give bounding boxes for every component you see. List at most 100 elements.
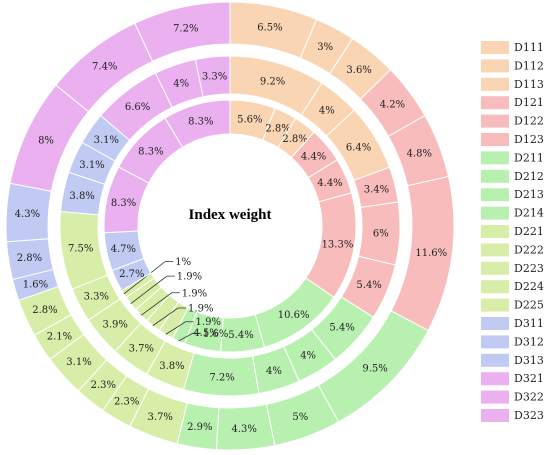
middle-ring-label-19: 6.6% [125,102,150,113]
middle-ring-label-6: 5.4% [356,280,381,291]
outer-ring-label-2: 3% [317,42,333,53]
middle-ring-label-8: 4% [300,351,316,362]
legend-label-20: D322 [514,391,544,404]
legend-label-8: D212 [514,170,544,183]
legend-label-3: D113 [514,78,544,91]
inner-ring-label-5: 4.4% [317,178,342,189]
inner-ring-label-12: 1.9% [188,304,213,315]
inner-ring-label-14: 1.9% [177,272,202,283]
middle-ring-label-1: 9.2% [260,77,285,88]
legend-label-12: D222 [514,243,544,256]
middle-ring-label-16: 3.8% [69,191,94,202]
legend-swatch-17 [481,335,509,349]
inner-ring-label-9: 4.5% [193,328,218,339]
outer-ring-label-18: 2.8% [17,253,42,264]
legend-label-4: D121 [514,96,544,109]
middle-ring-label-15: 7.5% [68,244,93,255]
legend-label-1: D111 [514,41,544,54]
legend-swatch-6 [481,133,509,146]
legend-label-9: D213 [514,188,544,201]
donut-rings: 5.6%2.8%2.8%4.4%4.4%13.3%10.6%5.4%4.5%1.… [5,1,455,451]
inner-ring-leader-15 [123,261,174,295]
legend-swatch-4 [481,96,509,110]
legend-swatch-13 [481,261,509,275]
middle-ring-label-18: 3.1% [94,135,119,146]
inner-ring-label-11: 1.9% [196,317,221,328]
outer-ring-label-11: 3.7% [148,412,173,423]
inner-ring-label-15: 1% [175,257,191,268]
legend-label-11: D221 [514,225,544,238]
legend-swatch-10 [481,206,509,220]
inner-ring-leader-12 [152,307,187,326]
legend-swatch-5 [481,114,509,128]
inner-ring-leader-11 [165,321,194,335]
legend-swatch-2 [481,59,509,73]
inner-ring-label-6: 13.3% [322,240,354,251]
outer-ring-label-10: 2.9% [187,422,212,433]
outer-ring-label-21: 7.4% [92,62,117,73]
legend-swatch-14 [481,280,509,294]
legend-swatch-20 [481,390,509,404]
legend-label-7: D211 [514,151,544,164]
legend-label-15: D225 [514,299,544,312]
inner-ring-label-2: 2.8% [265,124,290,135]
outer-ring-label-20: 8% [38,136,54,147]
legend-label-5: D122 [514,115,544,128]
inner-ring-label-3: 2.8% [282,134,307,145]
inner-ring-leader-14 [130,275,175,304]
outer-ring-label-3: 3.6% [346,65,371,76]
legend-swatch-9 [481,188,509,202]
middle-ring-label-5: 6% [373,228,389,239]
legend-label-10: D214 [514,207,544,220]
middle-ring-label-7: 5.4% [329,323,354,334]
legend-swatch-15 [481,298,509,312]
outer-ring-label-1: 6.5% [257,22,282,33]
legend-swatch-3 [481,77,509,91]
legend-label-19: D321 [514,372,544,385]
legend-label-16: D311 [514,317,544,330]
middle-ring-label-10: 7.2% [209,372,234,383]
inner-ring-label-4: 4.4% [301,152,326,163]
inner-ring-leader-10 [178,332,201,342]
outer-ring-label-4: 4.2% [380,100,405,111]
legend-swatch-11 [481,225,509,238]
inner-ring-slice-20 [164,99,231,148]
inner-ring-label-19: 8.3% [138,147,163,158]
legend-label-17: D312 [514,335,544,348]
outer-ring-label-5: 4.8% [407,148,432,159]
inner-ring-label-20: 8.3% [188,116,213,127]
legend-swatch-19 [481,372,509,386]
chart-title: Index weight [189,207,272,223]
outer-ring-label-22: 7.2% [173,23,198,34]
legend-label-6: D123 [514,133,544,146]
inner-ring-label-16: 2.7% [119,269,144,280]
outer-ring-label-12: 2.3% [114,396,139,407]
legend-label-13: D223 [514,262,544,275]
inner-ring-label-8: 5.4% [228,330,253,341]
inner-ring-label-1: 5.6% [237,114,262,125]
middle-ring-label-20: 4% [173,79,189,90]
middle-ring-label-13: 3.9% [102,320,127,331]
legend-label-2: D112 [514,59,544,72]
legend-swatch-8 [481,169,509,183]
middle-ring-label-21: 3.3% [202,71,227,82]
outer-ring-label-16: 2.8% [32,305,57,316]
legend-swatch-21 [481,409,509,422]
inner-ring-label-13: 1.9% [182,288,207,299]
outer-ring-label-9: 4.3% [232,424,257,435]
outer-ring-label-7: 9.5% [362,364,387,375]
outer-ring-label-15: 2.1% [47,332,72,343]
middle-ring-label-14: 3.3% [84,292,109,303]
outer-ring-label-17: 1.6% [23,280,48,291]
inner-ring-label-18: 8.3% [111,198,136,209]
outer-ring-label-6: 11.6% [415,248,447,259]
legend-label-18: D313 [514,354,544,367]
outer-ring-label-14: 3.1% [66,357,91,368]
middle-ring-label-3: 6.4% [346,142,371,153]
middle-ring-label-17: 3.1% [79,160,104,171]
legend: D111 D112 D113 D121 D122 D123 D211 D212 D213 D214… [481,41,544,422]
middle-ring-label-4: 3.4% [364,185,389,196]
legend-swatch-12 [481,243,509,257]
outer-ring-label-13: 2.3% [91,380,116,391]
